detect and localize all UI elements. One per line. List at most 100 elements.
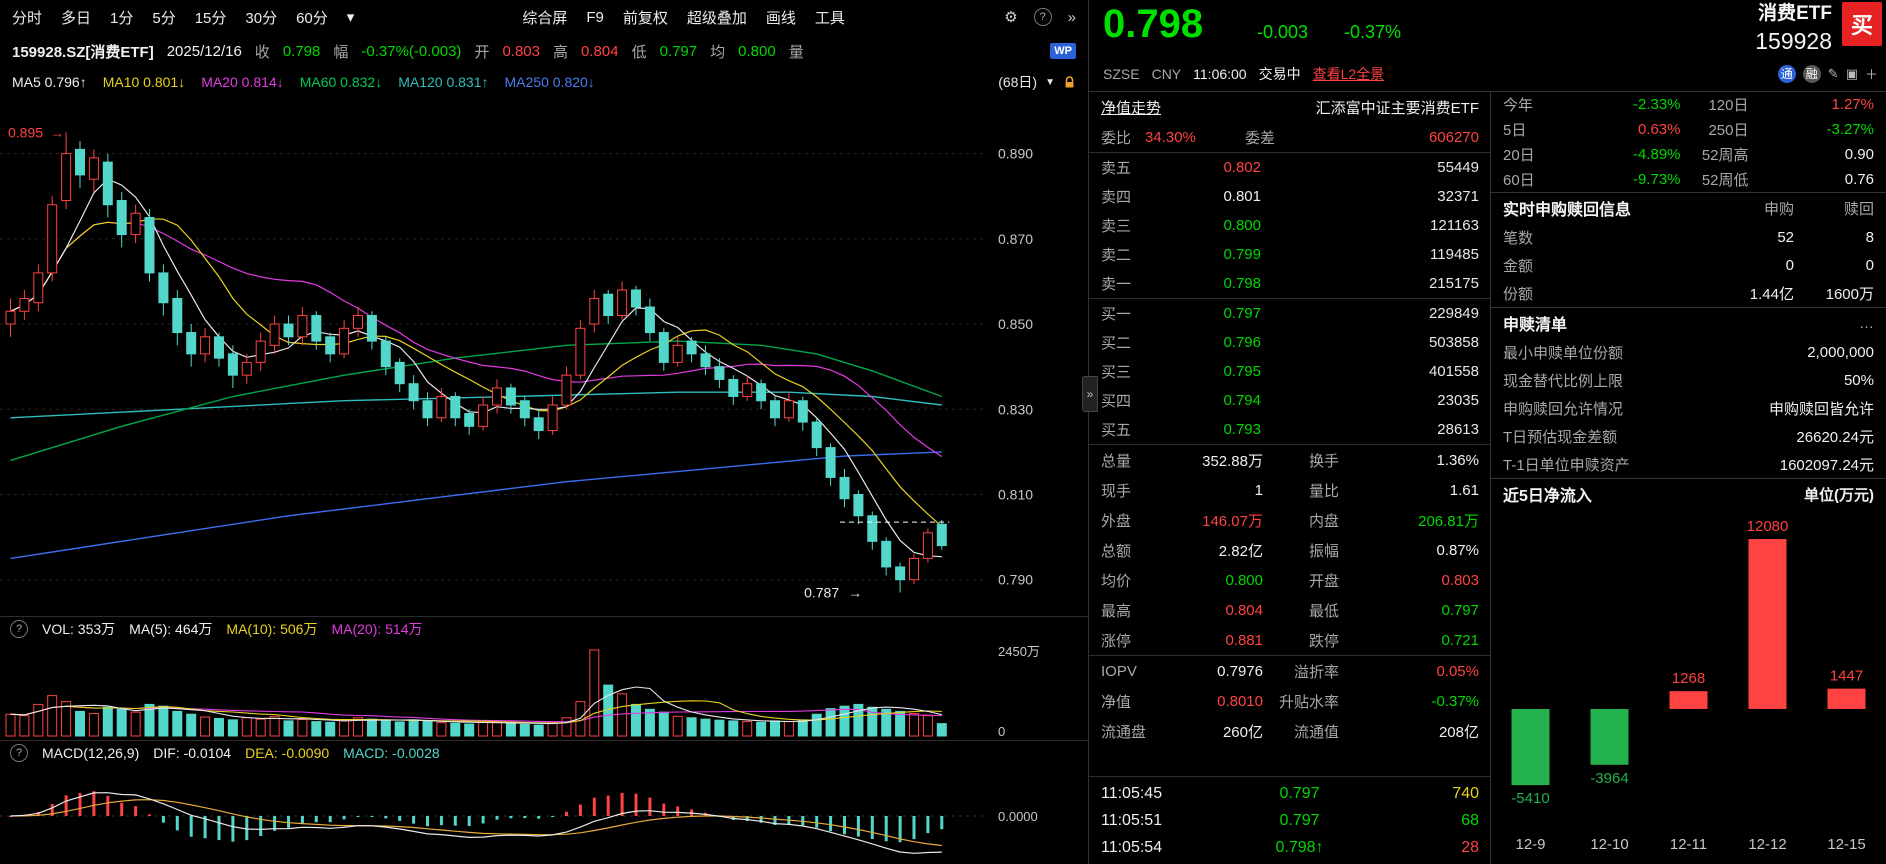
f9-button[interactable]: F9: [586, 8, 604, 26]
bid-price[interactable]: 0.795: [1223, 363, 1261, 380]
order-book-panel: 净值走势 汇添富中证主要消费ETF 委比 34.30% 委差 606270 卖五…: [1089, 92, 1491, 864]
super-overlay-button[interactable]: 超级叠加: [686, 9, 747, 27]
bid-row-4[interactable]: 买四 0.794 23035: [1089, 386, 1491, 415]
bid-row-3[interactable]: 买三 0.795 401558: [1089, 357, 1491, 386]
tab-1min[interactable]: 1分: [110, 9, 134, 27]
instrument-identity: 消费ETF 159928: [1755, 2, 1832, 56]
stat-row: 均价 0.800 开盘 0.803: [1089, 565, 1491, 595]
stat-label: 均价: [1101, 572, 1132, 590]
period-dropdown-icon[interactable]: ▾: [346, 9, 355, 26]
instrument-code: 159928: [1755, 28, 1832, 54]
ask-label: 卖二: [1101, 247, 1132, 264]
tab-30min[interactable]: 30分: [245, 9, 278, 27]
perf-label: 60日: [1503, 172, 1535, 189]
macd-chart[interactable]: 0.0000: [0, 764, 1088, 864]
stat-value: 260亿: [1222, 723, 1263, 741]
perf-value: 0.63%: [1637, 121, 1681, 138]
currency-label: CNY: [1151, 66, 1182, 82]
weibi-label: 委比: [1101, 129, 1132, 147]
tab-15min[interactable]: 15分: [194, 9, 227, 27]
bid-price[interactable]: 0.796: [1223, 334, 1261, 351]
forward-adjust-button[interactable]: 前复权: [622, 9, 668, 27]
stat-value: 206.81万: [1418, 512, 1479, 530]
ask-row-1[interactable]: 卖一 0.798 215175: [1089, 269, 1491, 298]
composite-screen-button[interactable]: 综合屏: [522, 9, 568, 27]
bid-row-5[interactable]: 买五 0.793 28613: [1089, 415, 1491, 444]
ma-indicator-bar: MA5 0.796↑ MA10 0.801↓ MA20 0.814↓ MA60 …: [0, 68, 1088, 96]
gear-icon[interactable]: ⚙: [1004, 9, 1018, 26]
list-value: 申购赎回皆允许: [1768, 400, 1874, 418]
ask-volume: 32371: [1437, 188, 1479, 205]
margin-tong-badge[interactable]: 通: [1777, 64, 1796, 83]
svg-text:0.0000: 0.0000: [998, 809, 1038, 824]
nav-trend-link[interactable]: 净值走势: [1101, 99, 1162, 117]
candlestick-chart[interactable]: 0.890 0.870 0.850 0.830 0.810 0.790 0.895 → 0.78…: [0, 96, 1088, 616]
ask-row-4[interactable]: 卖四 0.801 32371: [1089, 182, 1491, 211]
stat-label: 流通盘: [1101, 723, 1147, 741]
perf-row: 5日 0.63% 250日 -3.27%: [1491, 117, 1886, 142]
edit-icon[interactable]: ✎: [1827, 65, 1839, 81]
net-inflow-chart[interactable]: -5410 12-9 -3964 12-10 1268 12-11 12080 12-12 14…: [1491, 509, 1886, 864]
price-change-pct: -0.37%: [1344, 22, 1402, 42]
ask-volume: 55449: [1437, 159, 1479, 176]
subs-value: 1600万: [1825, 285, 1874, 303]
tick-time: 11:05:54: [1101, 838, 1163, 856]
ask-price[interactable]: 0.800: [1223, 217, 1261, 234]
perf-label: 今年: [1503, 97, 1534, 114]
stat-value: 0.87%: [1436, 541, 1479, 559]
bid-price[interactable]: 0.797: [1223, 305, 1261, 322]
more-icon[interactable]: …: [1859, 314, 1874, 332]
subs-label: 笔数: [1503, 229, 1534, 247]
low-label: 低: [631, 43, 647, 61]
perf-label: 20日: [1503, 147, 1535, 164]
tab-5min[interactable]: 5分: [152, 9, 176, 27]
tick-list[interactable]: 11:05:45 0.797 740 11:05:51 0.797 68 11:…: [1089, 776, 1491, 864]
ask-row-3[interactable]: 卖三 0.800 121163: [1089, 211, 1491, 240]
tools-button[interactable]: 工具: [814, 9, 845, 27]
tab-multiday[interactable]: 多日: [61, 9, 92, 27]
high-label: 高: [553, 43, 569, 61]
ask-row-2[interactable]: 卖二 0.799 119485: [1089, 240, 1491, 269]
lock-icon[interactable]: [1063, 75, 1076, 89]
help-icon[interactable]: ?: [1033, 8, 1052, 26]
tab-60min[interactable]: 60分: [296, 9, 328, 27]
grid-icon[interactable]: ▣: [1845, 65, 1858, 81]
ask-price[interactable]: 0.798: [1223, 275, 1261, 292]
divider: [1089, 655, 1491, 656]
collapse-panel-handle[interactable]: »: [1082, 376, 1098, 412]
bid-volume: 503858: [1428, 334, 1479, 351]
perf-value: 1.27%: [1831, 96, 1874, 113]
bid-row-1[interactable]: 买一 0.797 229849: [1089, 299, 1491, 328]
tick-row: 11:05:51 0.797 68: [1089, 807, 1491, 834]
perf-value: -3.27%: [1826, 121, 1874, 138]
svg-text:-5410: -5410: [1511, 790, 1549, 807]
list-label: 最小申赎单位份额: [1503, 344, 1624, 362]
tab-timeshare[interactable]: 分时: [12, 9, 43, 27]
bid-row-2[interactable]: 买二 0.796 503858: [1089, 328, 1491, 357]
indicator-help-icon[interactable]: ?: [10, 619, 28, 638]
bid-price[interactable]: 0.794: [1223, 392, 1261, 409]
subs-label: 份额: [1503, 285, 1534, 303]
l2-panorama-link[interactable]: 查看L2全景: [1312, 66, 1385, 82]
subscription-row: 金额 0 0: [1491, 251, 1886, 279]
ask-price[interactable]: 0.801: [1223, 188, 1261, 205]
stat-row: 涨停 0.881 跌停 0.721: [1089, 625, 1491, 655]
tick-volume: 740: [1452, 784, 1479, 802]
macd-value: MACD: -0.0028: [343, 744, 440, 761]
indicator-help-icon[interactable]: ?: [10, 743, 28, 762]
add-icon[interactable]: ＋: [1864, 67, 1878, 82]
wp-badge-icon[interactable]: WP: [1050, 43, 1076, 59]
ask-price[interactable]: 0.799: [1223, 246, 1261, 263]
bid-price[interactable]: 0.793: [1223, 421, 1261, 438]
ask-price[interactable]: 0.802: [1223, 159, 1261, 176]
buy-button[interactable]: 买: [1842, 2, 1882, 46]
margin-rong-badge[interactable]: 融: [1802, 64, 1821, 83]
stat-row: 总量 352.88万 换手 1.36%: [1089, 445, 1491, 475]
toolbar-more-icon[interactable]: »: [1067, 8, 1076, 26]
volume-chart[interactable]: 2450万 0: [0, 640, 1088, 740]
ask-row-5[interactable]: 卖五 0.802 55449: [1089, 153, 1491, 182]
chevron-down-icon[interactable]: ▼: [1045, 76, 1055, 88]
range-selector[interactable]: (68日) ▼: [998, 72, 1076, 92]
draw-line-button[interactable]: 画线: [765, 9, 796, 27]
close-label: 收: [254, 43, 270, 61]
